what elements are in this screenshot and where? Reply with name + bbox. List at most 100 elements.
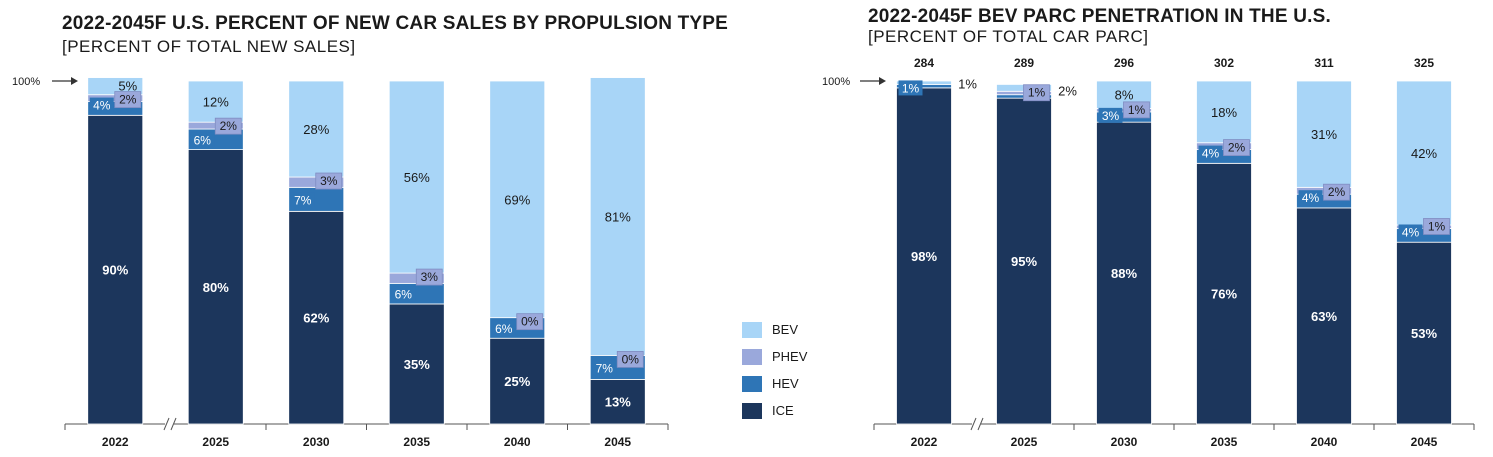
data-label-phev-left: 3%: [421, 270, 439, 284]
data-label-bg-phev-left: [415, 268, 443, 286]
legend-item-phev: PHEV: [742, 343, 807, 370]
legend-item-bev: BEV: [742, 316, 807, 343]
bar-ice-2035-left: [388, 303, 445, 425]
data-label-ice-right: 53%: [1411, 326, 1437, 341]
data-label-hev-left: 7%: [596, 361, 614, 375]
data-label-hev-left: 6%: [194, 133, 212, 147]
bar-bev-2025-left: [187, 80, 244, 123]
x-tick-label-right: 2030: [1111, 435, 1138, 449]
total-label-right: 302: [1214, 56, 1234, 70]
data-label-ice-right: 95%: [1011, 254, 1037, 269]
data-label-bev-left: 81%: [605, 209, 631, 224]
data-label-phev-left: 0%: [622, 352, 640, 366]
axis-break-mark-right: [977, 417, 984, 431]
reference-label-left: 100%: [12, 76, 40, 88]
chart-left-title: 2022-2045F U.S. PERCENT OF NEW CAR SALES…: [62, 13, 729, 34]
data-label-hev-left: 6%: [395, 288, 413, 302]
data-label-bg-phev-right: [1323, 183, 1350, 201]
data-label-bg-phev-right: [1223, 139, 1250, 157]
data-label-bg-phev-right: [1023, 84, 1050, 102]
bar-bev-2022-right: [896, 80, 952, 85]
data-label-bg-hev-left: [592, 360, 617, 376]
bar-bev-2040-right: [1296, 80, 1352, 188]
bar-bev-2035-right: [1196, 80, 1252, 144]
x-tick-label-left: 2022: [102, 435, 129, 449]
data-label-phev-right: 2%: [1328, 185, 1346, 199]
x-tick-label-left: 2045: [604, 435, 631, 449]
data-label-ice-right: 63%: [1311, 309, 1337, 324]
data-label-ice-left: 90%: [102, 263, 128, 278]
bar-ice-2025-right: [996, 97, 1052, 425]
data-label-ice-left: 35%: [404, 357, 430, 372]
bar-bev-2040-left: [489, 80, 546, 319]
x-tick-label-left: 2035: [403, 435, 430, 449]
data-label-phev-right: 2%: [1228, 141, 1246, 155]
bar-bev-2045-right: [1396, 80, 1452, 226]
data-label-bev-right: 42%: [1411, 146, 1437, 161]
data-label-bg-hev-right: [1298, 190, 1323, 206]
bar-bev-2035-left: [388, 80, 445, 274]
data-label-bg-phev-left: [516, 313, 544, 331]
chart-right-title: 2022-2045F BEV PARC PENETRATION IN THE U…: [868, 6, 1331, 27]
data-label-bg-phev-left: [214, 117, 242, 135]
data-label-bg-phev-left: [616, 350, 644, 368]
data-label-hev-left: 6%: [495, 322, 513, 336]
bar-ice-2040-left: [489, 337, 546, 425]
total-label-right: 289: [1014, 56, 1034, 70]
data-label-bev-right: 18%: [1211, 105, 1237, 120]
chart-right-subtitle: [PERCENT OF TOTAL CAR PARC]: [868, 27, 1149, 46]
data-label-bg-hev-left: [290, 192, 315, 208]
data-label-bev-left: 12%: [203, 95, 229, 110]
data-label-hev-left: 7%: [294, 193, 312, 207]
legend-item-hev: HEV: [742, 370, 807, 397]
data-label-phev-right: 1%: [1028, 86, 1046, 100]
data-label-phev-left: 2%: [119, 93, 137, 107]
bar-ice-2022-right: [896, 87, 952, 425]
data-label-bg-hev-left: [391, 286, 416, 302]
legend-label-phev: PHEV: [772, 349, 808, 364]
legend-item-ice: ICE: [742, 397, 807, 424]
data-label-bg-hev-right: [1198, 145, 1223, 161]
data-label-bev-right: 31%: [1311, 127, 1337, 142]
axis-break-gap-left: [165, 418, 174, 430]
data-label-phev-right: 1%: [1128, 103, 1146, 117]
bar-ice-2025-left: [187, 149, 244, 425]
x-tick-label-right: 2040: [1311, 435, 1338, 449]
legend-swatch-hev: [742, 375, 762, 392]
data-label-hev-right: 3%: [1102, 109, 1120, 123]
data-label-ice-left: 25%: [504, 374, 530, 389]
legend-label-bev: BEV: [772, 322, 799, 337]
legend-swatch-bev: [742, 321, 762, 338]
data-label-hev-right: 4%: [1402, 225, 1420, 239]
reference-arrowhead-right: [879, 77, 886, 85]
bar-ice-2035-right: [1196, 162, 1252, 425]
total-label-right: 325: [1414, 56, 1434, 70]
data-label-bev-right: 2%: [1058, 83, 1077, 98]
total-label-right: 311: [1314, 56, 1334, 70]
data-label-bev-left: 69%: [504, 192, 530, 207]
data-label-ice-right: 76%: [1211, 287, 1237, 302]
x-tick-label-left: 2040: [504, 435, 531, 449]
legend-swatch-ice: [742, 402, 762, 419]
x-tick-label-right: 2022: [911, 435, 938, 449]
total-label-right: 296: [1114, 56, 1134, 70]
data-label-bg-phev-left: [315, 172, 343, 190]
data-label-ice-right: 98%: [911, 249, 937, 264]
data-label-phev-right: 1%: [1428, 219, 1446, 233]
data-label-bev-left: 56%: [404, 170, 430, 185]
axis-break-mark-left: [170, 417, 177, 431]
data-label-phev-left: 0%: [521, 315, 539, 329]
axis-break-mark-right: [970, 417, 977, 431]
data-label-bg-hev-right: [1398, 224, 1423, 240]
legend: BEV PHEV HEV ICE: [742, 316, 807, 424]
data-label-hev-right: 4%: [1202, 147, 1220, 161]
legend-swatch-phev: [742, 348, 762, 365]
bar-ice-2045-right: [1396, 241, 1452, 425]
bar-ice-2045-left: [589, 379, 646, 425]
data-label-bg-hev-right: [1098, 107, 1123, 123]
chart-left-subtitle: [PERCENT OF TOTAL NEW SALES]: [62, 37, 356, 56]
data-label-ice-left: 62%: [303, 311, 329, 326]
data-label-phev-left: 2%: [220, 119, 238, 133]
data-label-hev-left: 4%: [93, 99, 111, 113]
